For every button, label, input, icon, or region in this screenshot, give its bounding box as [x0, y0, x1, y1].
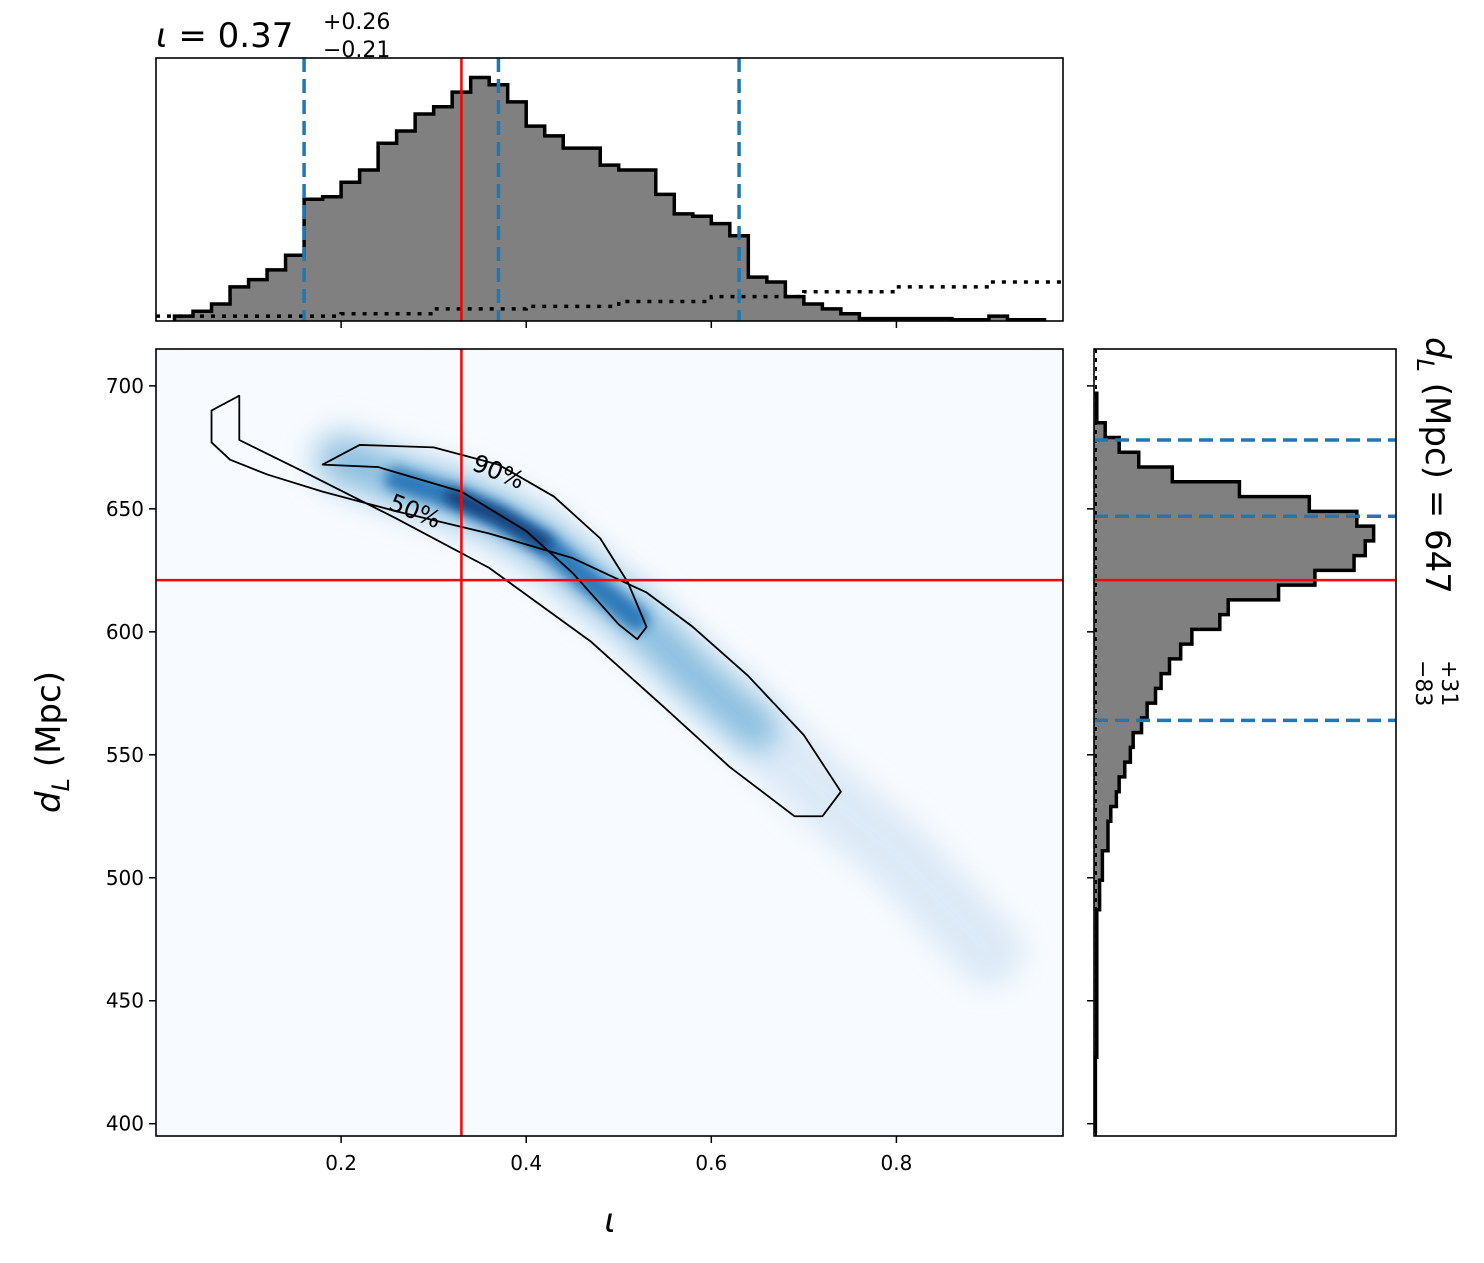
heatmap-density	[306, 424, 1024, 987]
marginal-iota-title-minus: −0.21	[323, 38, 390, 63]
y-axis-label: dL (Mpc)	[29, 671, 75, 813]
x-axis-label: ι	[604, 1201, 616, 1241]
marginal-dl-ticks	[1087, 385, 1094, 1125]
joint-plot-area	[156, 349, 1063, 1136]
joint-y-ticks: 400 450 500 550 600 650 700	[106, 374, 156, 1136]
title-equals: =	[168, 16, 218, 56]
y-axis-label-symbol: d	[29, 791, 69, 813]
contour-50	[321, 444, 648, 641]
x-tick-label: 0.6	[695, 1151, 727, 1175]
y-tick-label: 400	[106, 1112, 144, 1136]
y-tick-label: 450	[106, 989, 144, 1013]
marginal-iota-frame	[155, 57, 1064, 322]
x-tick-label: 0.4	[510, 1151, 542, 1175]
dl-histogram-fill	[1094, 393, 1374, 1132]
title-symbol: ι	[156, 16, 168, 56]
title-dl-symbol: d	[1417, 337, 1457, 359]
y-tick-label: 700	[106, 374, 144, 398]
truth-lines	[156, 349, 1063, 1136]
joint-panel: 90%50% 0.2 0.4 0.6 0.8 40045050055060065070…	[29, 348, 1064, 1241]
heatmap-background	[156, 349, 1063, 1136]
y-tick-label: 650	[106, 497, 144, 521]
y-axis-label-unit: (Mpc)	[29, 671, 69, 778]
title-median: 0.37	[218, 16, 294, 56]
marginal-iota-ticks	[340, 321, 898, 328]
title-dl-median: 647	[1417, 529, 1457, 594]
marginal-iota-panel: ι = 0.37 +0.26 −0.21	[155, 10, 1064, 328]
marginal-iota-plot-area	[156, 58, 1063, 321]
marginal-dl-panel: dL (Mpc) = 647 +31 −83	[1087, 337, 1461, 1137]
marginal-iota-title-plus: +0.26	[323, 10, 390, 35]
marginal-dl-title-minus: −83	[1410, 660, 1435, 706]
marginal-dl-plot-area	[1094, 349, 1396, 1136]
joint-x-ticks: 0.2 0.4 0.6 0.8	[325, 1136, 912, 1175]
contour-90	[210, 394, 842, 818]
credible-contours	[210, 394, 842, 818]
x-tick-label: 0.2	[325, 1151, 357, 1175]
iota-histogram-fill	[174, 77, 1045, 321]
marginal-dl-title: dL (Mpc) = 647	[1411, 337, 1457, 594]
title-dl-unit: (Mpc) =	[1417, 372, 1457, 529]
joint-frame	[155, 348, 1064, 1137]
marginal-dl-frame	[1093, 348, 1397, 1137]
x-tick-label: 0.8	[881, 1151, 913, 1175]
y-tick-label: 550	[106, 743, 144, 767]
title-dl-sub: L	[1411, 359, 1439, 372]
y-tick-label: 600	[106, 620, 144, 644]
y-axis-label-sub: L	[47, 778, 75, 791]
y-tick-label: 500	[106, 866, 144, 890]
marginal-dl-title-plus: +31	[1436, 660, 1461, 706]
marginal-iota-title: ι = 0.37	[156, 16, 293, 56]
